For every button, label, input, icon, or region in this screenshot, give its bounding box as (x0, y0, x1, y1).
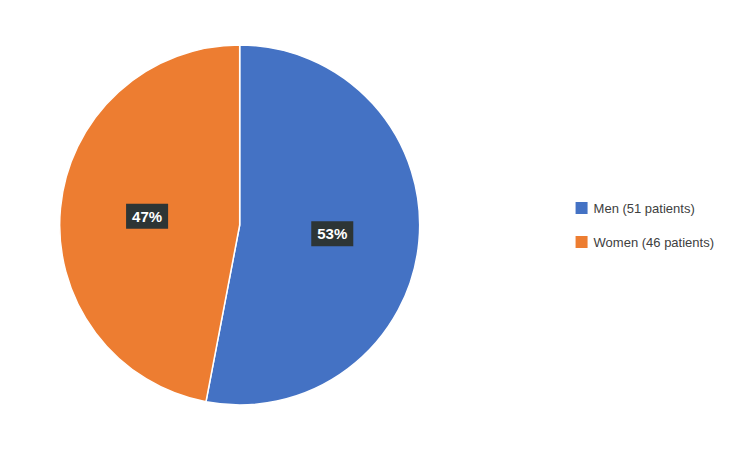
svg-text:53%: 53% (317, 225, 347, 242)
svg-text:47%: 47% (132, 208, 162, 225)
svg-text:Men (51 patients): Men (51 patients) (594, 201, 695, 216)
svg-text:Women (46 patients): Women (46 patients) (594, 235, 714, 250)
